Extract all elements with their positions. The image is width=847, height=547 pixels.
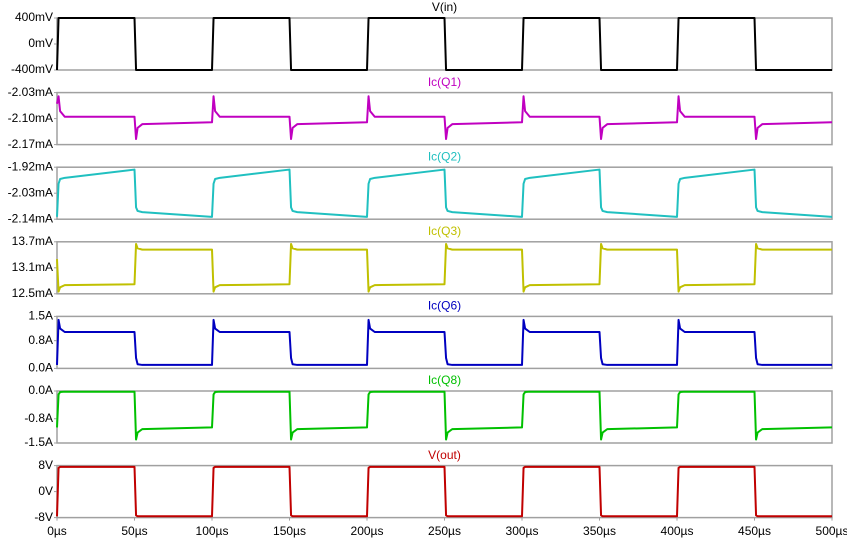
x-tick-label: 200µs xyxy=(351,524,384,538)
y-tick-label: 400mV xyxy=(15,10,53,24)
y-tick-label: -8V xyxy=(34,510,53,524)
x-tick-label: 450µs xyxy=(738,524,771,538)
y-tick-label: -2.10mA xyxy=(8,111,53,125)
y-tick-label: 0.0A xyxy=(28,383,53,397)
pane-title: Ic(Q3) xyxy=(428,224,461,238)
x-tick-label: 250µs xyxy=(428,524,461,538)
pane-title: V(out) xyxy=(428,448,461,462)
pane-title: Ic(Q2) xyxy=(428,149,461,163)
y-tick-label: 0mV xyxy=(28,36,53,50)
y-tick-label: -2.03mA xyxy=(8,85,53,99)
x-tick-label: 100µs xyxy=(196,524,229,538)
x-tick-label: 300µs xyxy=(506,524,539,538)
x-tick-label: 500µs xyxy=(816,524,847,538)
trace xyxy=(56,17,832,71)
y-tick-label: 13.1mA xyxy=(12,260,53,274)
trace xyxy=(56,168,833,218)
x-tick-label: 0µs xyxy=(47,524,67,538)
x-tick-label: 50µs xyxy=(121,524,147,538)
y-tick-label: 0.8A xyxy=(28,333,53,347)
y-tick-label: -0.8A xyxy=(24,411,53,425)
y-tick-label: 1.5A xyxy=(28,309,53,323)
y-tick-label: -400mV xyxy=(11,62,53,76)
y-tick-label: -2.03mA xyxy=(8,185,53,199)
y-tick-label: 0.0A xyxy=(28,361,53,375)
trace xyxy=(56,390,833,441)
y-tick-label: 12.5mA xyxy=(12,286,53,300)
x-tick-label: 400µs xyxy=(661,524,694,538)
trace xyxy=(56,95,833,141)
y-tick-label: -1.5A xyxy=(24,435,53,449)
trace xyxy=(56,465,832,518)
y-tick-label: -1.92mA xyxy=(8,159,53,173)
pane-title: Ic(Q8) xyxy=(428,373,461,387)
x-tick-label: 150µs xyxy=(273,524,306,538)
x-tick-label: 350µs xyxy=(583,524,616,538)
y-tick-label: -2.14mA xyxy=(8,211,53,225)
trace xyxy=(56,318,832,366)
pane-title: Ic(Q6) xyxy=(428,299,461,313)
trace xyxy=(56,242,832,293)
y-tick-label: -2.17mA xyxy=(8,137,53,151)
y-tick-label: 0V xyxy=(38,484,53,498)
y-tick-label: 13.7mA xyxy=(12,234,53,248)
pane-title: Ic(Q1) xyxy=(428,75,461,89)
y-tick-label: 8V xyxy=(38,458,53,472)
pane-title: V(in) xyxy=(432,0,457,14)
